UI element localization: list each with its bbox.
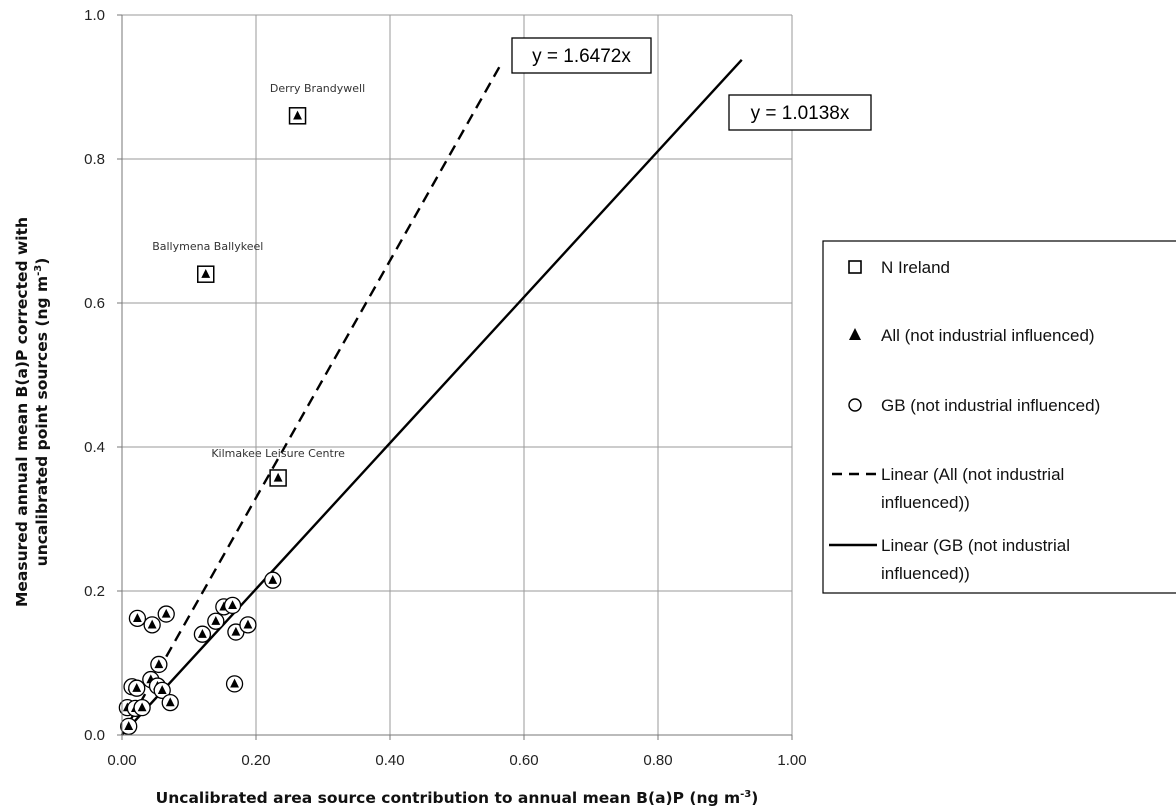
triangle-marker bbox=[228, 600, 237, 610]
x-axis-title-end: ) bbox=[751, 789, 758, 807]
y-tick-label: 0.6 bbox=[84, 295, 105, 312]
triangle-marker bbox=[154, 659, 164, 669]
gb-point bbox=[143, 616, 161, 634]
y-tick-label: 0.8 bbox=[84, 151, 105, 168]
triangle-marker bbox=[293, 110, 302, 120]
triangle-marker bbox=[243, 619, 253, 629]
gb-point bbox=[120, 717, 138, 736]
x-tick-label: 0.00 bbox=[107, 752, 136, 769]
triangle-marker bbox=[165, 697, 175, 707]
gb-point bbox=[128, 609, 147, 628]
x-tick-label: 0.40 bbox=[375, 752, 404, 769]
legend-label: All (not industrial influenced) bbox=[881, 326, 1095, 345]
data-points bbox=[118, 107, 307, 736]
triangle-marker bbox=[268, 575, 278, 584]
triangle-marker bbox=[161, 608, 171, 618]
equation-box-frame bbox=[728, 94, 872, 131]
triangle-marker bbox=[201, 269, 211, 278]
y-axis-title-line-2-superscript: -3 bbox=[33, 265, 44, 276]
y-axis-title-line-1: Measured annual mean B(a)P corrected wit… bbox=[13, 217, 31, 607]
axes: 0.00 0.20 0.40 0.60 0.80 1.00 0.0 0.2 0.4 0.6 0.8 1… bbox=[84, 7, 806, 769]
equation-text: y = 1.0138x bbox=[751, 103, 850, 124]
gb-point bbox=[264, 571, 282, 589]
gb-point bbox=[193, 625, 212, 643]
trendlines bbox=[120, 58, 743, 736]
n-ireland-point bbox=[269, 469, 287, 487]
legend-label: Linear (All (not industrial bbox=[881, 465, 1064, 484]
point-annotation-label: Ballymena Ballykeel bbox=[152, 240, 263, 253]
x-tick-label: 1.00 bbox=[777, 752, 806, 769]
trendline-gb-solid bbox=[121, 58, 743, 736]
triangle-marker bbox=[273, 472, 283, 482]
n-ireland-point bbox=[197, 265, 215, 283]
legend-label: influenced)) bbox=[881, 493, 970, 512]
x-tick-label: 0.80 bbox=[643, 752, 672, 769]
trendline-equation-box: y = 1.0138x bbox=[728, 94, 872, 131]
gridlines bbox=[122, 14, 793, 735]
legend-label: GB (not industrial influenced) bbox=[881, 396, 1100, 415]
trendline-all-dashed bbox=[120, 64, 502, 736]
x-tick-label: 0.60 bbox=[509, 752, 538, 769]
gb-point bbox=[207, 612, 225, 630]
y-tick-label: 1.0 bbox=[84, 7, 105, 24]
y-axis-title-line-2-end: ) bbox=[33, 258, 51, 265]
y-tick-label: 0.2 bbox=[84, 583, 105, 600]
triangle-marker bbox=[231, 626, 241, 636]
gb-point bbox=[225, 675, 244, 693]
trendline-equation-box: y = 1.6472x bbox=[511, 37, 652, 74]
gb-point bbox=[153, 681, 171, 700]
legend-triangle-marker bbox=[849, 328, 861, 340]
gb-point bbox=[161, 693, 179, 712]
point-annotation-label: Derry Brandywell bbox=[270, 82, 365, 95]
y-tick-label: 0.0 bbox=[84, 727, 105, 744]
y-axis-title-line-2: uncalibrated point sources (ng m-3) bbox=[33, 258, 51, 567]
triangle-marker bbox=[132, 613, 142, 622]
triangle-marker bbox=[230, 678, 239, 688]
triangle-marker bbox=[132, 683, 142, 692]
gb-point bbox=[239, 616, 257, 634]
legend-square-marker bbox=[848, 260, 862, 274]
x-axis-title-main: Uncalibrated area source contribution to… bbox=[156, 789, 741, 807]
triangle-marker bbox=[124, 721, 134, 730]
x-tick-label: 0.20 bbox=[241, 752, 270, 769]
x-axis-title: Uncalibrated area source contribution to… bbox=[156, 789, 759, 807]
legend-circle-marker bbox=[848, 398, 862, 412]
legend-label: N Ireland bbox=[881, 258, 950, 277]
triangle-marker bbox=[137, 702, 147, 712]
equation-text: y = 1.6472x bbox=[532, 46, 631, 67]
trendline-equations: y = 1.6472x y = 1.0138x bbox=[511, 37, 872, 131]
gb-point bbox=[157, 605, 175, 623]
y-axis-title: Measured annual mean B(a)P corrected wit… bbox=[13, 217, 51, 607]
legend-frame bbox=[822, 240, 1176, 594]
triangle-marker bbox=[157, 685, 167, 694]
equation-box-frame bbox=[511, 37, 652, 74]
y-axis-title-line-2-main: uncalibrated point sources (ng m bbox=[33, 276, 51, 567]
n-ireland-point bbox=[288, 107, 307, 125]
gb-point bbox=[128, 679, 146, 697]
point-annotations: Derry Brandywell Ballymena Ballykeel Kilma… bbox=[152, 82, 365, 460]
triangle-marker bbox=[147, 619, 157, 629]
legend-label: influenced)) bbox=[881, 564, 970, 583]
gb-point bbox=[150, 655, 168, 674]
y-tick-label: 0.4 bbox=[84, 439, 105, 456]
triangle-marker bbox=[211, 616, 221, 625]
gb-point bbox=[223, 596, 242, 615]
triangle-marker bbox=[197, 629, 207, 638]
legend: N Ireland All (not industrial influenced)… bbox=[822, 240, 1176, 594]
point-annotation-label: Kilmakee Leisure Centre bbox=[211, 447, 345, 460]
legend-label: Linear (GB (not industrial bbox=[881, 536, 1070, 555]
gb-point bbox=[133, 698, 151, 717]
x-axis-title-superscript: -3 bbox=[740, 789, 751, 800]
